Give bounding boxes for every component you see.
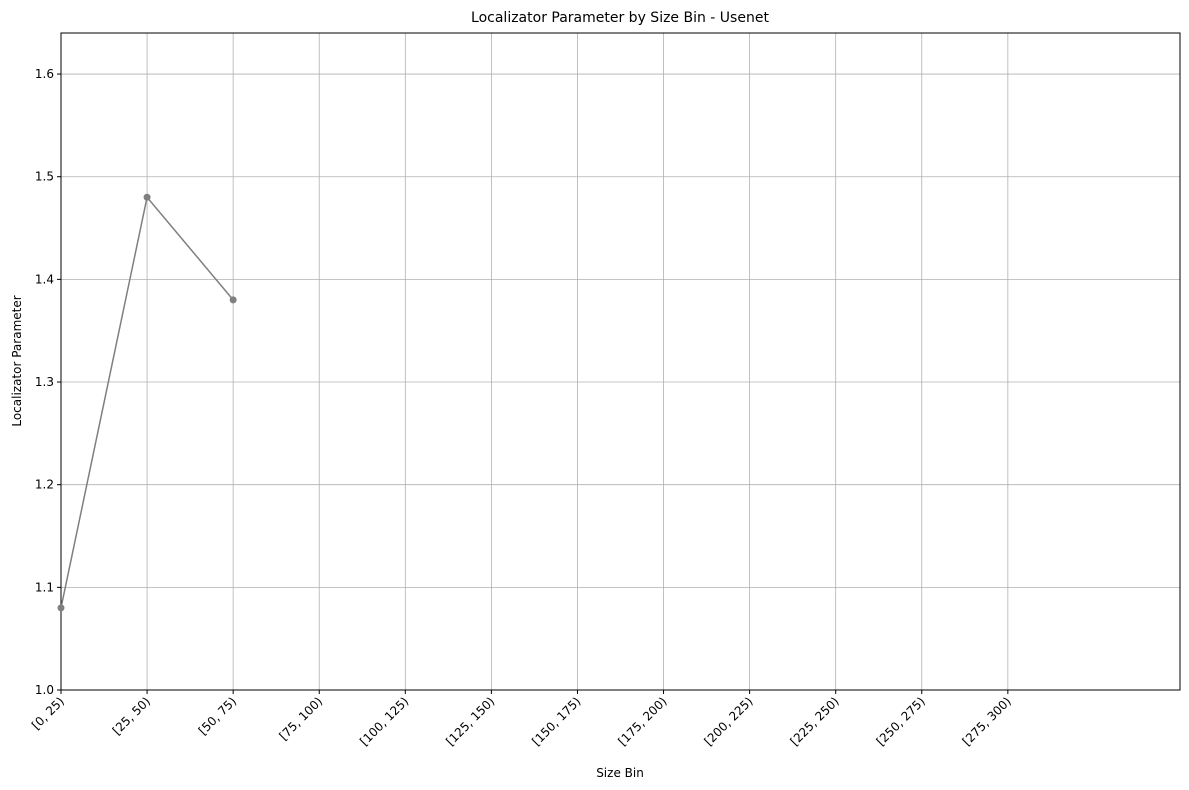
x-tick-label: [150, 175) — [529, 694, 583, 748]
x-tick-label: [50, 75) — [196, 694, 240, 738]
x-tick-label: [200, 225) — [701, 694, 755, 748]
y-axis-label: Localizator Parameter — [10, 295, 24, 426]
x-tick-label: [250, 275) — [874, 694, 928, 748]
x-tick-label: [275, 300) — [960, 694, 1014, 748]
y-tick-label: 1.4 — [35, 272, 54, 286]
x-tick-label: [175, 200) — [615, 694, 669, 748]
chart-title: Localizator Parameter by Size Bin - Usen… — [471, 10, 769, 26]
y-tick-label: 1.5 — [35, 170, 54, 184]
x-tick-label: [0, 25) — [29, 694, 67, 732]
data-point — [229, 296, 237, 304]
x-axis-label: Size Bin — [596, 766, 644, 780]
x-tick-label: [225, 250) — [787, 694, 841, 748]
data-point — [143, 193, 151, 201]
x-tick-label: [75, 100) — [276, 694, 325, 743]
y-tick-label: 1.6 — [35, 67, 54, 81]
x-tick-label: [125, 150) — [443, 694, 497, 748]
x-tick-label: [25, 50) — [110, 694, 154, 738]
y-tick-label: 1.1 — [35, 580, 54, 594]
y-tick-label: 1.0 — [35, 683, 54, 697]
y-tick-label: 1.3 — [35, 375, 54, 389]
x-tick-label: [100, 125) — [357, 694, 411, 748]
plot-frame — [60, 32, 1181, 691]
y-tick-label: 1.2 — [35, 478, 54, 492]
data-point — [57, 604, 65, 612]
